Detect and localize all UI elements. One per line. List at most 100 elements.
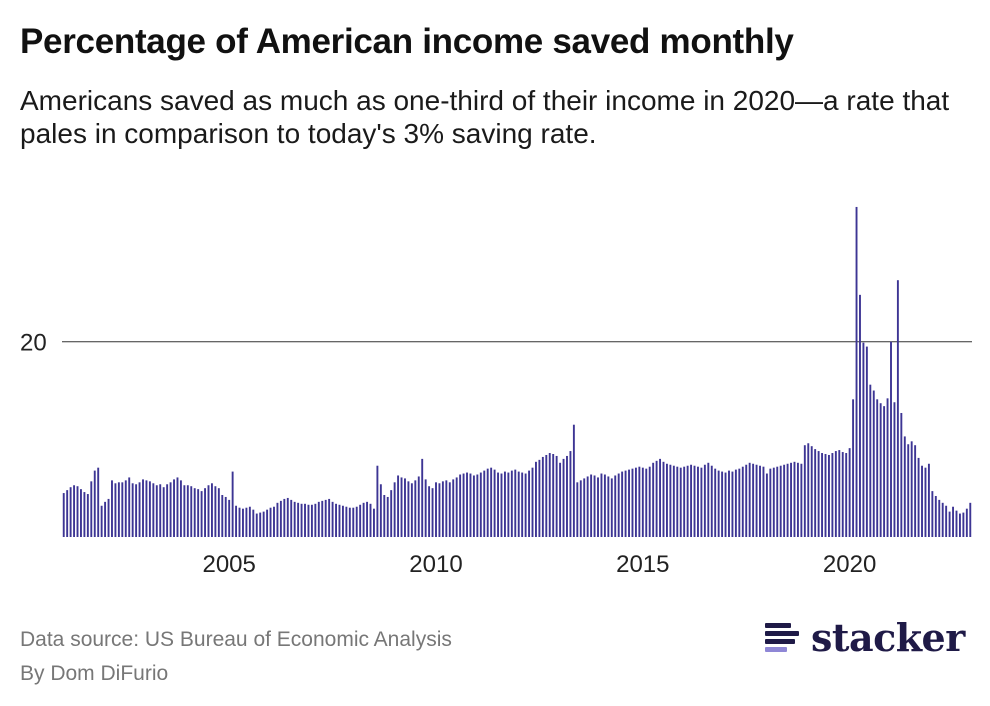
bar (352, 507, 355, 537)
bar (155, 485, 158, 537)
bar (424, 479, 427, 537)
bar (583, 478, 586, 537)
bar (703, 464, 706, 537)
bar (211, 483, 213, 537)
bar (569, 451, 572, 537)
bar (348, 507, 351, 537)
bar (459, 474, 462, 537)
bar (848, 448, 851, 537)
bar (697, 466, 699, 537)
bar (373, 508, 375, 537)
bar (865, 346, 868, 537)
bar (845, 453, 848, 537)
bar (62, 493, 65, 537)
bar (803, 445, 806, 537)
bar (524, 473, 527, 537)
bar (955, 510, 958, 537)
bar (224, 496, 227, 537)
bar (179, 480, 182, 537)
bar (969, 502, 972, 537)
data-source: Data source: US Bureau of Economic Analy… (20, 628, 452, 651)
bar (445, 480, 448, 537)
bar (493, 469, 496, 537)
bar (314, 503, 317, 537)
bar (193, 488, 196, 537)
bar (817, 451, 820, 537)
bar (290, 499, 293, 537)
bar (386, 496, 389, 537)
bar (121, 482, 124, 537)
bar (707, 462, 710, 537)
bar (834, 451, 837, 537)
bar (252, 509, 255, 537)
bar (538, 459, 541, 537)
bar (548, 453, 551, 537)
bar (183, 485, 186, 537)
bar (655, 460, 658, 537)
bar (152, 483, 155, 537)
bar (235, 505, 238, 537)
bar (555, 455, 558, 537)
bar (721, 471, 724, 537)
bar (169, 482, 172, 537)
bar (783, 464, 786, 537)
bar (807, 443, 810, 537)
bar (562, 458, 565, 537)
bar (335, 503, 337, 537)
bar (514, 469, 517, 537)
bar (752, 463, 755, 537)
bar (831, 453, 834, 537)
bar (652, 462, 655, 537)
bar (490, 467, 493, 537)
bar (69, 487, 72, 537)
bar (679, 467, 682, 537)
bar (286, 497, 289, 537)
bar (228, 499, 231, 537)
bar (676, 466, 679, 537)
bar (579, 480, 582, 537)
bar (428, 486, 431, 537)
bar (214, 486, 217, 537)
bar (731, 471, 734, 537)
bar (576, 482, 579, 537)
bar (517, 471, 520, 537)
bar (217, 488, 220, 537)
bar (266, 509, 269, 537)
bar (441, 481, 444, 537)
bar (345, 506, 348, 537)
bar (279, 500, 282, 537)
bar (528, 470, 531, 537)
bar (104, 501, 107, 537)
bar (438, 483, 441, 537)
bar (869, 384, 872, 537)
bar (400, 477, 403, 537)
bar (903, 436, 906, 537)
bar (138, 482, 141, 537)
bar (497, 472, 499, 537)
stacker-logo[interactable]: stacker (765, 612, 965, 662)
bar (566, 455, 568, 537)
bar (924, 467, 927, 537)
bar (790, 462, 792, 537)
bar (769, 468, 772, 537)
bar (714, 468, 717, 537)
bar (359, 504, 362, 537)
bar (324, 499, 327, 537)
bar (724, 472, 727, 537)
bar (114, 483, 117, 537)
bar (917, 457, 920, 537)
bar (321, 500, 324, 537)
author-credit: By Dom DiFurio (20, 662, 169, 685)
bar (755, 464, 758, 537)
bar (417, 476, 420, 537)
bar (621, 471, 624, 537)
bar (586, 476, 589, 537)
bar (824, 454, 827, 537)
bar (166, 484, 169, 537)
bar (355, 506, 358, 537)
bar (197, 489, 200, 537)
bar (531, 467, 534, 537)
bar (883, 406, 886, 537)
bar (841, 452, 844, 537)
bar (207, 485, 210, 537)
